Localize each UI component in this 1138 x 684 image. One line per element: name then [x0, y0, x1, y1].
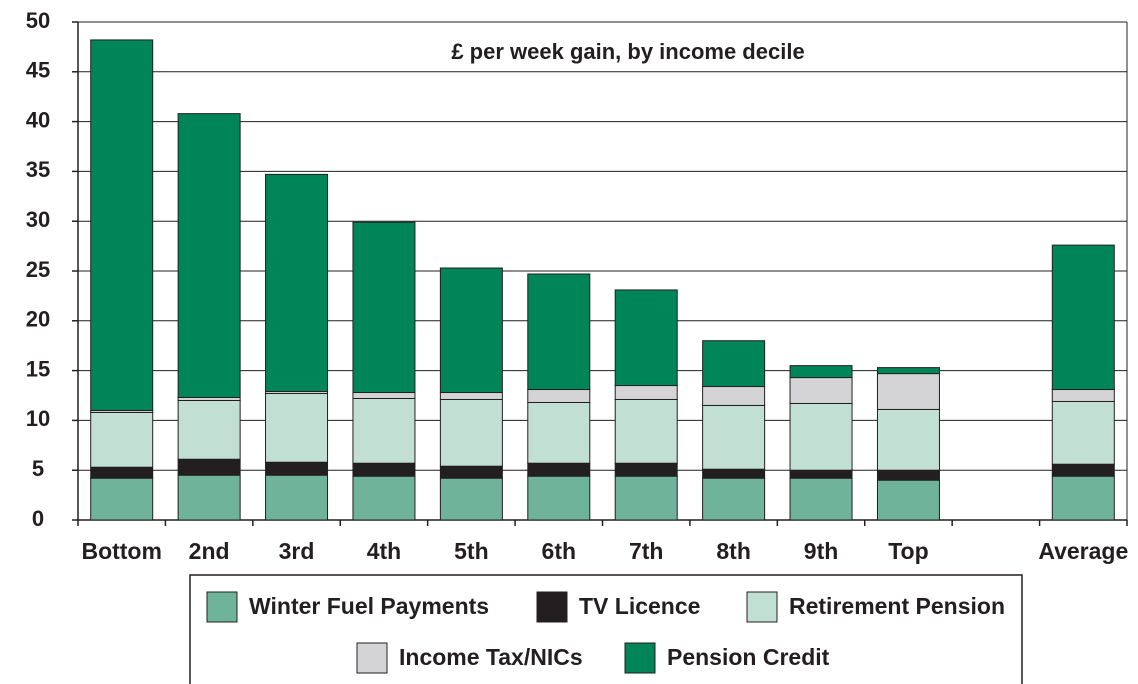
bar-segment [90, 477, 154, 521]
bar-segment [1051, 244, 1115, 391]
bar-segment [789, 365, 853, 379]
bar-segment [90, 411, 154, 468]
x-tick-label: 8th [716, 538, 751, 564]
x-tick-label: 7th [629, 538, 664, 564]
bar-segment [876, 408, 940, 471]
x-tick-label: Average [1038, 538, 1128, 564]
bar-segment [789, 402, 853, 471]
bar-segment [702, 386, 766, 406]
bar-segment [876, 373, 940, 410]
bar-segment [177, 458, 241, 476]
y-tick-label: 20 [26, 307, 50, 332]
bar-segment [702, 468, 766, 479]
bar-segment [1051, 475, 1115, 521]
x-tick-label: Bottom [81, 538, 161, 564]
y-tick-label: 0 [32, 506, 44, 531]
bar-segment [702, 477, 766, 521]
bar-segment [527, 401, 591, 464]
y-tick-label: 35 [26, 157, 50, 182]
bar-segment [614, 475, 678, 521]
bar-segment [439, 267, 503, 394]
bar-segment [527, 462, 591, 477]
bar-segment [439, 465, 503, 479]
bar-segment [265, 393, 329, 463]
x-tick-label: 2nd [189, 538, 230, 564]
bar-segment [352, 392, 416, 399]
legend-swatch [624, 642, 656, 674]
legend-swatch [206, 591, 238, 623]
y-tick-label: 25 [26, 257, 50, 282]
y-tick-label: 15 [26, 356, 50, 381]
y-tick-label: 10 [26, 406, 50, 431]
x-tick-label: 9th [804, 538, 839, 564]
bar-segment [876, 469, 940, 481]
legend-swatch [356, 642, 388, 674]
legend-swatch [536, 591, 568, 623]
bar-segment [177, 113, 241, 398]
bar-segment [789, 477, 853, 521]
bar-segment [352, 462, 416, 477]
x-tick-label: Top [888, 538, 928, 564]
bar-segment [439, 392, 503, 400]
bar-segment [352, 221, 416, 394]
bar-segment [527, 389, 591, 403]
y-tick-label: 30 [26, 207, 50, 232]
bar-segment [265, 461, 329, 476]
y-tick-label: 45 [26, 58, 50, 83]
bar-segment [439, 398, 503, 467]
chart-title: £ per week gain, by income decile [451, 39, 804, 64]
legend-swatch [746, 591, 778, 623]
bar-segment [789, 377, 853, 404]
bar-segment [265, 173, 329, 393]
legend-label: TV Licence [579, 593, 700, 619]
bar-segment [177, 474, 241, 521]
y-tick-label: 5 [32, 456, 44, 481]
x-tick-label: 4th [367, 538, 402, 564]
bar-segment [614, 398, 678, 464]
bar-segment [1051, 400, 1115, 465]
legend-label: Pension Credit [667, 644, 830, 670]
legend-label: Retirement Pension [789, 593, 1005, 619]
bar-segment [1051, 463, 1115, 477]
bar-segment [352, 475, 416, 521]
bar-segment [265, 474, 329, 521]
bar-segment [614, 289, 678, 387]
bar-segment [1051, 389, 1115, 402]
bar-segment [90, 39, 154, 411]
x-tick-label: 5th [454, 538, 489, 564]
bar-segment [90, 466, 154, 479]
bar-segment [876, 479, 940, 521]
bar-segment [527, 475, 591, 521]
bar-segment [527, 273, 591, 391]
y-tick-label: 50 [26, 8, 50, 33]
bar-segment [614, 385, 678, 400]
bar-segment [439, 477, 503, 521]
x-tick-label: 3rd [279, 538, 315, 564]
y-tick-label: 40 [26, 107, 50, 132]
bar-segment [614, 462, 678, 477]
legend-label: Income Tax/NICs [399, 644, 583, 670]
bar-segment [352, 397, 416, 464]
bar-segment [789, 469, 853, 479]
bar-segment [702, 404, 766, 470]
legend-label: Winter Fuel Payments [249, 593, 489, 619]
x-tick-label: 6th [542, 538, 577, 564]
bar-segment [876, 367, 940, 375]
legend-box [189, 574, 1023, 684]
bar-segment [177, 399, 241, 460]
bar-segment [702, 340, 766, 388]
